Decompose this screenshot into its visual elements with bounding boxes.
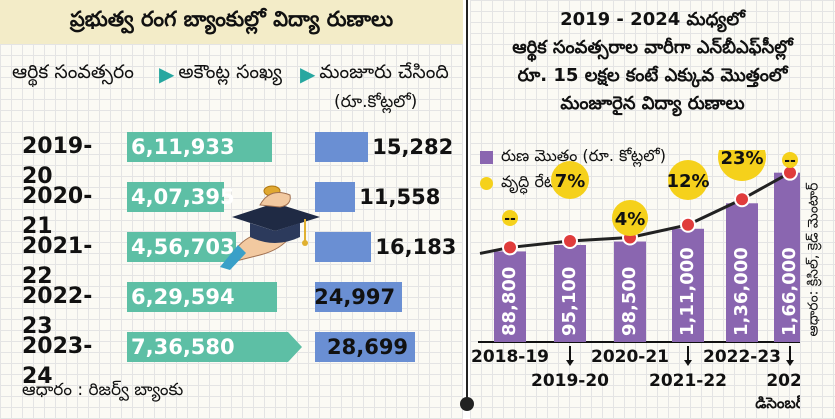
growth-bubble [502,210,518,226]
right-panel-title: 2019 - 2024 మధ్యలో ఆర్థిక సంవత్సరాల వారీ… [470,6,835,118]
loan-value: 1,36,000 [731,247,752,336]
trend-marker [562,232,578,249]
growth-bubble [612,200,648,236]
loan-bar [614,241,646,342]
loan-value: 98,500 [619,267,640,336]
loan-chart: 88,800 95,100 98,500 1,11,000 1,36,000 1,66,0… [471,150,800,412]
accounts-bar [127,232,236,262]
category-label: 2020-21 [591,347,669,367]
graduation-cap-icon [220,185,320,270]
left-source: ఆధారం : రిజర్వ్‌ బ్యాంకు [22,380,184,400]
chevron-right-icon: ▶ [159,62,175,86]
legend-growth: వృద్ధి రేటు [480,172,562,195]
tick-arrow-head [684,360,692,366]
divider-dot [460,397,474,411]
accounts-value: 6,11,933 [131,135,235,159]
accounts-bar [127,182,224,212]
trend-marker [680,216,696,233]
sanctioned-value: 15,282 [372,135,454,159]
loan-bar [672,228,704,342]
loan-value: 88,800 [499,267,520,336]
accounts-bar [127,282,277,312]
header-sanctioned: ▶ మంజూరు చేసింది [300,58,449,90]
legend-label: రుణ మొత్తం (రూ. కోట్లలో) [501,146,666,165]
loan-bar [726,203,758,342]
category-label: 2023 [766,371,800,391]
title-line: రూ. 15 లక్షల కంటే ఎక్కువ మొత్తంలో [517,65,788,86]
sanctioned-bar [315,132,369,162]
legend-loan-total: రుణ మొత్తం (రూ. కోట్లలో) [480,146,666,169]
year-label: 2019-20 [22,134,93,189]
growth-label: -- [784,153,796,169]
header-label: మంజూరు చేసింది [319,60,449,83]
left-panel-background [0,0,463,419]
loan-bar [774,172,800,342]
header-label: అకౌంట్ల సంఖ్య [178,60,282,83]
sanctioned-bar [315,332,415,362]
legend-swatch [480,151,493,164]
accounts-value: 4,07,395 [131,185,235,209]
year-label: 2023-24 [22,334,93,389]
accounts-bar [127,332,302,362]
sanctioned-bar [315,282,403,312]
category-label: 2022-23 [703,347,781,367]
growth-label: 23% [720,150,763,169]
loan-bar [554,244,586,342]
growth-bubble [668,160,708,200]
right-source-wrap: ఆధారం: క్రిసిల్‌, క్రెడ్‌ మెంటార్ [795,160,827,360]
header-financial-year: ఆర్థిక సంవత్సరం [12,58,134,90]
growth-label: 12% [666,171,709,192]
growth-bubble [551,161,589,199]
growth-bubble [782,152,798,168]
accounts-value: 6,29,594 [131,285,235,309]
trend-marker [734,191,750,208]
loan-value: 1,66,000 [779,247,800,336]
accounts-value: 4,56,703 [131,235,235,259]
year-label: 2022-23 [22,284,93,339]
loan-value: 95,100 [559,267,580,336]
trend-marker [502,239,518,256]
tick-arrow-head [786,360,794,366]
sanctioned-bar [315,182,356,212]
category-label: 2018-19 [471,347,549,367]
growth-label: 7% [555,171,586,192]
right-source: ఆధారం: క్రిసిల్‌, క్రెడ్‌ మెంటార్ [805,182,822,337]
growth-bubble [718,150,766,181]
sanctioned-value: 11,558 [359,185,441,209]
growth-label: -- [504,211,516,227]
category-label: 2021-22 [649,371,727,391]
header-label: ఆర్థిక సంవత్సరం [12,60,134,83]
legend-label: వృద్ధి రేటు [501,172,562,191]
sanctioned-bar [315,232,372,262]
loan-value: 1,11,000 [677,247,698,336]
accounts-bar [127,132,273,162]
panel-divider [466,0,468,405]
left-panel-title: ప్రభుత్వ రంగ బ్యాంకుల్లో విద్యా రుణాలు [0,0,463,44]
title-line: మంజూరైన విద్యా రుణాలు [560,93,745,114]
legend-swatch [480,177,493,190]
accounts-value: 7,36,580 [131,335,235,359]
unit-label: (రూ.కోట్లలో) [334,92,418,112]
sanctioned-value: 28,699 [327,335,409,359]
year-label: 2020-21 [22,184,93,239]
growth-label: 4% [615,209,646,230]
category-label: 2019-20 [531,371,609,391]
sanctioned-value: 24,997 [314,285,396,309]
sanctioned-value: 16,183 [375,235,457,259]
tick-arrow-head [566,360,574,366]
header-accounts: ▶ అకౌంట్ల సంఖ్య [159,58,282,90]
chevron-right-icon: ▶ [300,62,316,86]
category-sublabel: డిసెంబర్ [755,394,800,412]
title-line: 2019 - 2024 మధ్యలో [560,9,745,30]
loan-bar [494,251,526,342]
title-line: ఆర్థిక సంవత్సరాల వారీగా ఎన్‌బీఎఫ్‌సీల్లో [512,37,793,58]
year-label: 2021-22 [22,234,93,289]
